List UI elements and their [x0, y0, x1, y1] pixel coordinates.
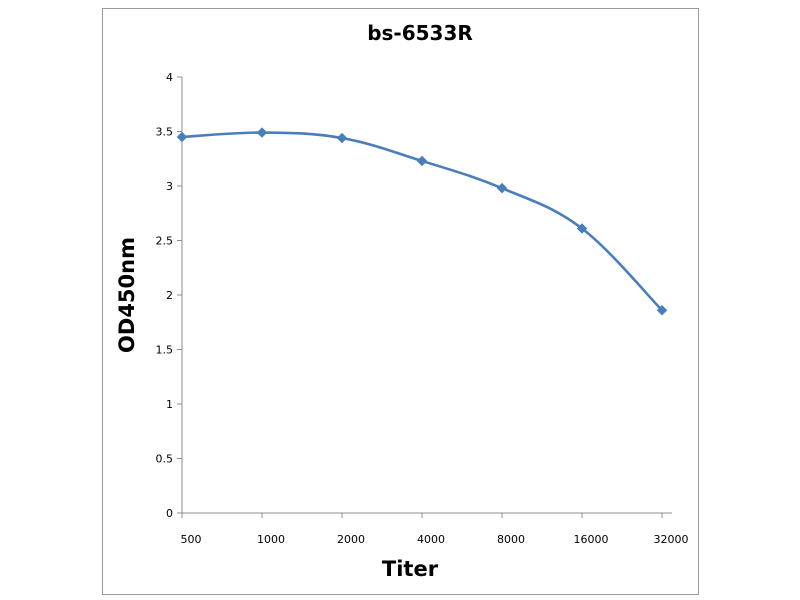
- y-tick-label: 1.5: [156, 344, 174, 357]
- y-tick-label: 2.5: [156, 235, 174, 248]
- y-axis: 0 0.5 1 1.5 2 2.5 3 3.5 4: [156, 71, 183, 520]
- y-tick-label: 2: [166, 289, 173, 302]
- y-tick-label: 4: [166, 71, 173, 84]
- data-point: [256, 127, 268, 138]
- y-axis-title: OD450nm: [115, 237, 139, 353]
- series: [176, 127, 668, 316]
- data-point: [576, 223, 588, 234]
- chart-title: bs-6533R: [367, 21, 473, 45]
- data-point: [416, 155, 428, 167]
- x-axis: 500 1000 2000 4000 8000 16000 32000: [181, 512, 689, 546]
- chart-frame: [102, 8, 699, 595]
- x-tick-label: 32000: [654, 533, 689, 546]
- y-tick-label: 3: [166, 180, 173, 193]
- x-axis-title: Titer: [382, 557, 439, 581]
- x-tick-label: 16000: [574, 533, 609, 546]
- y-tick-label: 3.5: [156, 126, 174, 139]
- y-tick-label: 0: [166, 507, 173, 520]
- x-tick-label: 1000: [257, 533, 285, 546]
- y-tick-label: 0.5: [156, 453, 174, 466]
- data-point: [656, 304, 668, 316]
- x-tick-label: 500: [181, 533, 202, 546]
- data-point: [336, 132, 348, 144]
- x-tick-label: 8000: [497, 533, 525, 546]
- data-point: [496, 182, 508, 194]
- x-tick-label: 4000: [417, 533, 445, 546]
- data-point: [176, 131, 188, 143]
- y-tick-label: 1: [166, 398, 173, 411]
- x-tick-label: 2000: [337, 533, 365, 546]
